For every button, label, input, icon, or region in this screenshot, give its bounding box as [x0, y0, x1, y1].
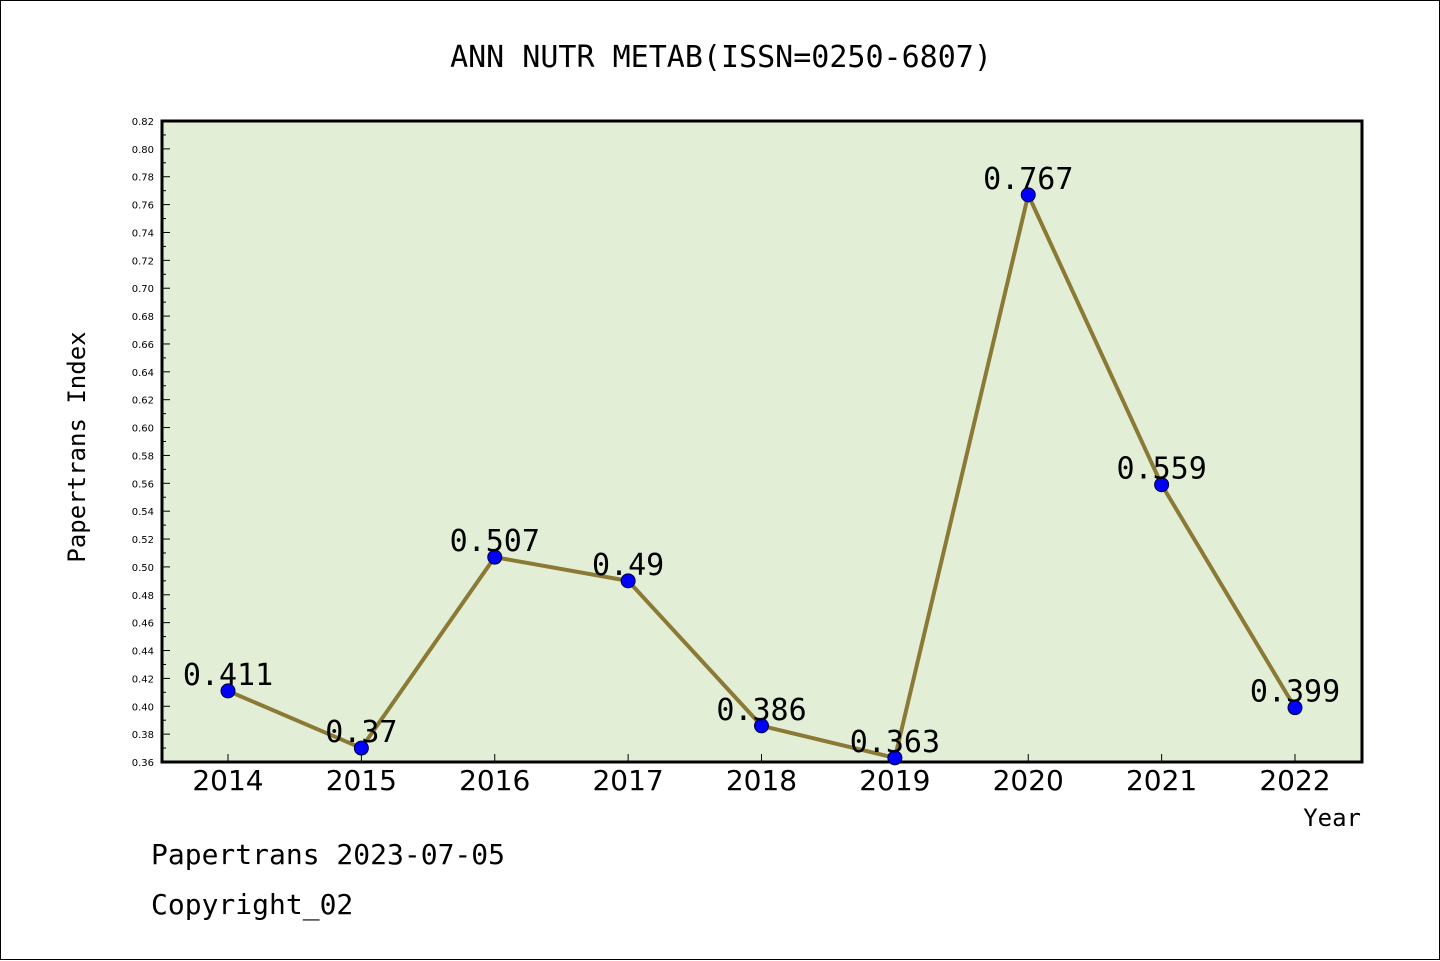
footer-copyright: Copyright_02 — [151, 888, 353, 922]
x-tick-label: 2015 — [326, 764, 397, 797]
x-axis: 2014 2015 2016 2017 2018 2019 2020 2021 2022 — [192, 754, 1331, 797]
data-label: 0.363 — [850, 725, 940, 760]
x-tick-label: 2021 — [1126, 764, 1197, 797]
data-point — [1287, 700, 1303, 716]
y-tick-label: 0.58 — [132, 451, 154, 462]
x-tick-label: 2014 — [192, 764, 263, 797]
data-label: 0.399 — [1250, 675, 1340, 710]
y-tick-label: 0.72 — [132, 256, 154, 267]
data-point — [754, 718, 769, 734]
y-axis-title: Papertrans Index — [63, 331, 91, 562]
footer-date: Papertrans 2023-07-05 — [151, 838, 505, 871]
x-tick-label: 2016 — [459, 764, 530, 797]
y-tick-label: 0.40 — [132, 702, 154, 713]
data-label: 0.386 — [716, 693, 806, 728]
y-tick-label: 0.74 — [132, 228, 154, 239]
y-tick-label: 0.70 — [132, 284, 154, 295]
data-point — [1020, 187, 1036, 203]
plot-area — [160, 119, 1364, 764]
data-label: 0.507 — [450, 524, 540, 559]
y-tick-label: 0.62 — [132, 396, 154, 407]
y-tick-label: 0.52 — [132, 535, 154, 546]
x-tick-label: 2019 — [859, 764, 930, 797]
y-tick-label: 0.54 — [132, 507, 154, 518]
y-tick-label: 0.46 — [132, 619, 154, 630]
x-tick-label: 2020 — [993, 764, 1064, 797]
y-tick-label: 0.36 — [132, 758, 154, 769]
y-axis: 0.36 0.38 0.40 0.42 0.44 0.46 0.48 0.50 0.52 0.54… — [132, 117, 170, 769]
x-tick-label: 2022 — [1259, 764, 1330, 797]
y-tick-label: 0.78 — [132, 173, 154, 184]
y-tick-label: 0.82 — [132, 117, 154, 128]
data-point — [887, 750, 903, 766]
y-tick-label: 0.42 — [132, 674, 154, 685]
data-point — [353, 740, 369, 756]
data-label: 0.49 — [592, 548, 664, 583]
y-tick-label: 0.48 — [132, 591, 154, 602]
y-tick-label: 0.50 — [132, 563, 154, 574]
x-axis-title: Year — [1303, 804, 1361, 832]
data-point — [220, 683, 236, 699]
y-tick-label: 0.80 — [132, 145, 154, 156]
chart-title: ANN NUTR METAB(ISSN=0250-6807) — [450, 40, 992, 75]
y-tick-label: 0.44 — [132, 647, 154, 658]
x-tick-label: 2017 — [592, 764, 663, 797]
series-group: 0.411 0.37 0.507 0.49 0.386 0.363 0.767 0.559 0.… — [183, 162, 1340, 766]
y-tick-label: 0.38 — [132, 730, 154, 741]
y-tick-label: 0.68 — [132, 312, 154, 323]
data-point — [1154, 477, 1170, 493]
y-tick-label: 0.64 — [132, 368, 154, 379]
data-label: 0.411 — [183, 658, 273, 693]
y-tick-label: 0.60 — [132, 424, 154, 435]
data-point — [620, 573, 636, 589]
data-point — [487, 549, 503, 565]
y-tick-label: 0.66 — [132, 340, 154, 351]
data-label: 0.767 — [983, 162, 1073, 197]
y-tick-label: 0.76 — [132, 201, 154, 212]
y-tick-label: 0.56 — [132, 479, 154, 490]
data-label: 0.559 — [1116, 452, 1206, 487]
data-label: 0.37 — [325, 715, 397, 750]
x-tick-label: 2018 — [726, 764, 797, 797]
